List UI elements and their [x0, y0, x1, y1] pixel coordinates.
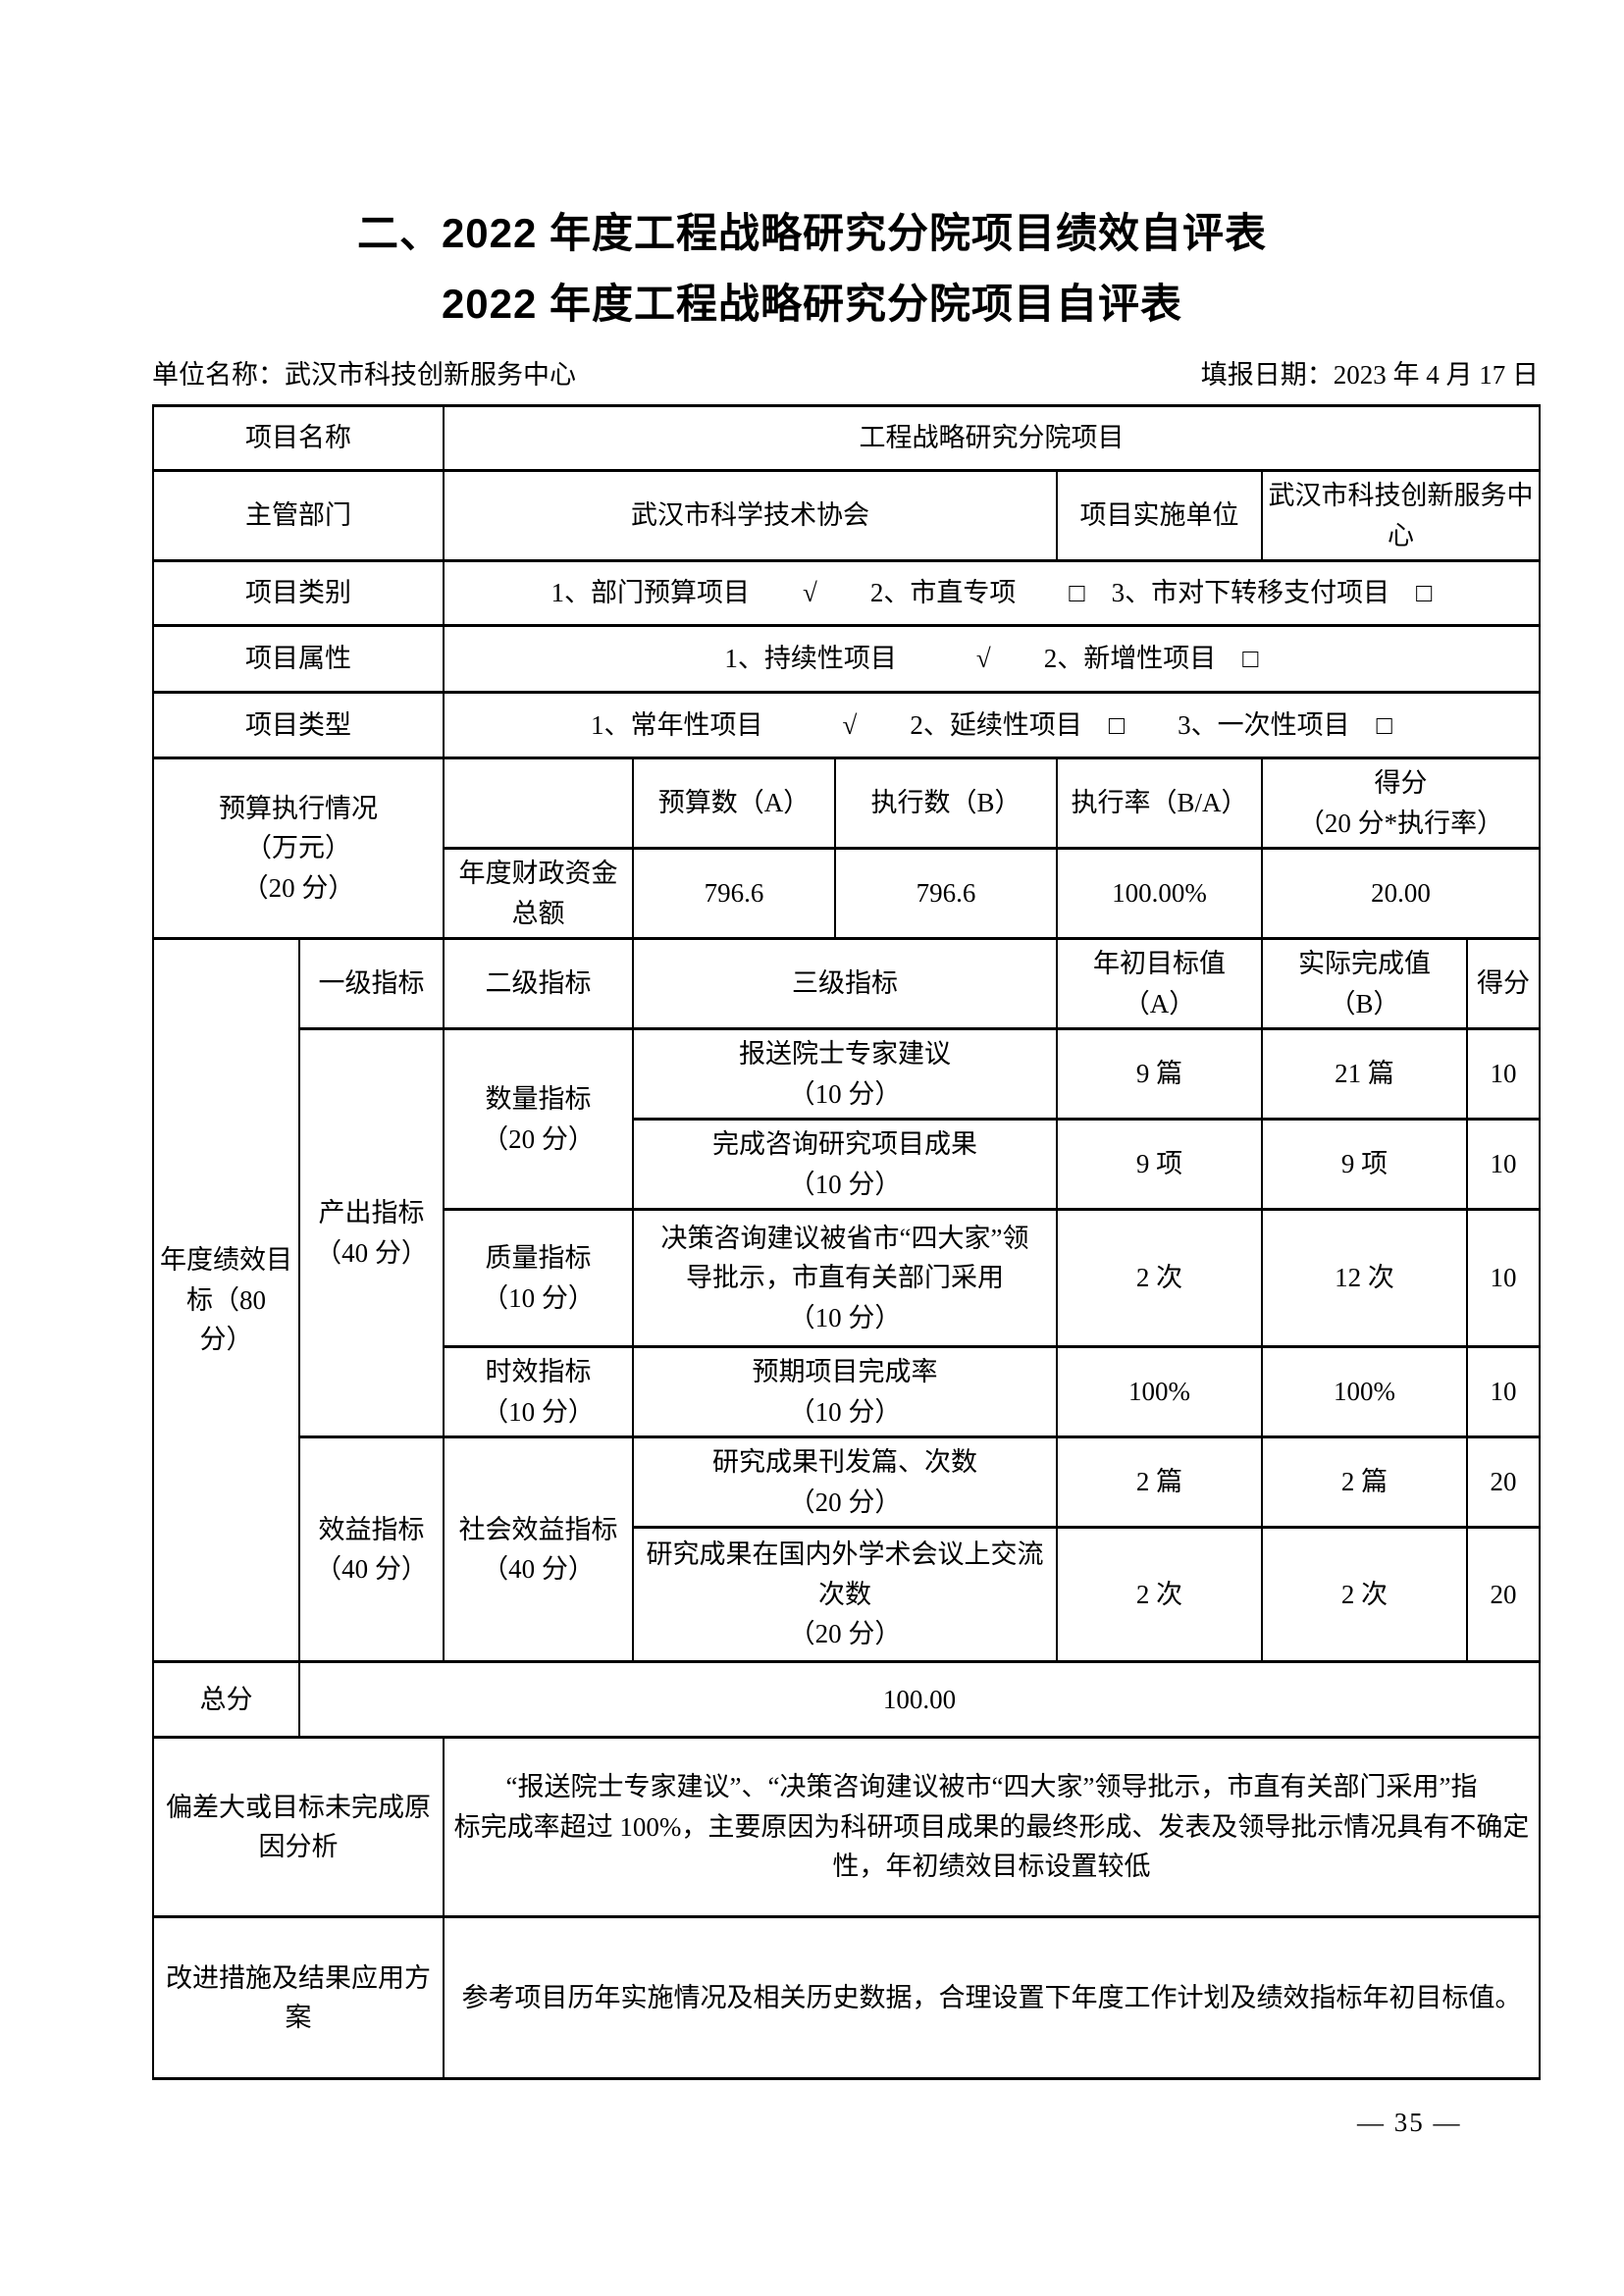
- table-row: 完成咨询研究项目成果 （10 分） 9 项 9 项 10: [153, 1118, 1541, 1211]
- type-value: 1、常年性项目 √ 2、延续性项目 □ 3、一次性项目 □: [443, 691, 1541, 759]
- improvement-label: 改进措施及结果应用方 案: [152, 1915, 445, 2080]
- header-target: 年初目标值 （A）: [1056, 937, 1263, 1030]
- indicator-name: 研究成果在国内外学术会议上交流 次数 （20 分）: [632, 1526, 1058, 1663]
- table-row: 年度财政资金 总额 796.6 796.6 100.00% 20.00: [153, 847, 1541, 940]
- indicator-target: 2 次: [1056, 1208, 1263, 1348]
- table-row: 主管部门 武汉市科学技术协会 项目实施单位 武汉市科技创新服务中心: [152, 469, 1541, 562]
- improvement-value: 参考项目历年实施情况及相关历史数据，合理设置下年度工作计划及绩效指标年初目标值。: [443, 1915, 1541, 2080]
- report-date-label: 填报日期：2023 年 4 月 17 日: [1200, 360, 1539, 390]
- header-level2: 二级指标: [443, 937, 634, 1030]
- page-number: — 35 —: [1357, 2108, 1462, 2137]
- deviation-label: 偏差大或目标未完成原 因分析: [152, 1736, 445, 1918]
- indicator-score: 10: [1466, 1027, 1541, 1121]
- budget-row-label: 年度财政资金 总额: [443, 847, 634, 940]
- annual-goal-label: 年度绩效目 标（80 分）: [152, 937, 300, 1663]
- indicator-name: 预期项目完成率 （10 分）: [632, 1345, 1058, 1438]
- indicator-actual: 9 项: [1261, 1118, 1468, 1211]
- attribute-label: 项目属性: [152, 624, 445, 694]
- level2-social: 社会效益指标 （40 分）: [443, 1435, 634, 1663]
- indicator-score: 10: [1466, 1118, 1541, 1211]
- page-subtitle: 2022 年度工程战略研究分院项目自评表: [441, 281, 1183, 327]
- document-titles: 二、2022 年度工程战略研究分院项目绩效自评表 2022 年度工程战略研究分院…: [0, 210, 1624, 328]
- table-row: 质量指标 （10 分） 决策咨询建议被省市“四大家”领 导批示，市直有关部门采用…: [153, 1208, 1541, 1348]
- budget-col-header-score: 得分 （20 分*执行率）: [1261, 757, 1541, 850]
- indicator-actual: 21 篇: [1261, 1027, 1468, 1121]
- budget-value: 796.6: [632, 847, 836, 940]
- type-label: 项目类型: [152, 691, 445, 759]
- level1-output: 产出指标 （40 分）: [298, 1027, 445, 1438]
- self-evaluation-table: 项目名称 工程战略研究分院项目 主管部门 武汉市科学技术协会 项目实施单位 武汉…: [152, 404, 1541, 2080]
- indicator-name: 完成咨询研究项目成果 （10 分）: [632, 1118, 1058, 1211]
- rate-value: 100.00%: [1056, 847, 1263, 940]
- indicator-name: 报送院士专家建议 （10 分）: [632, 1027, 1058, 1121]
- table-row: 偏差大或目标未完成原 因分析 “报送院士专家建议”、“决策咨询建议被市“四大家”…: [152, 1736, 1541, 1918]
- budget-col-header-budget: 预算数（A）: [632, 757, 836, 850]
- table-row: 效益指标 （40 分） 社会效益指标 （40 分） 研究成果刊发篇、次数 （20…: [153, 1435, 1541, 1663]
- dept-label: 主管部门: [152, 469, 445, 562]
- table-row: 项目类别 1、部门预算项目 √ 2、市直专项 □ 3、市对下转移支付项目 □: [152, 559, 1541, 627]
- attribute-value: 1、持续性项目 √ 2、新增性项目 □: [443, 624, 1541, 694]
- header-level3: 三级指标: [632, 937, 1058, 1030]
- indicator-target: 2 次: [1056, 1526, 1263, 1663]
- indicator-target: 9 项: [1056, 1118, 1263, 1211]
- level1-benefit: 效益指标 （40 分）: [298, 1435, 445, 1663]
- table-row: 研究成果在国内外学术会议上交流 次数 （20 分） 2 次 2 次 20: [153, 1526, 1541, 1663]
- budget-section-label: 预算执行情况 （万元） （20 分）: [152, 757, 445, 940]
- indicator-name: 决策咨询建议被省市“四大家”领 导批示，市直有关部门采用 （10 分）: [632, 1208, 1058, 1348]
- total-value: 100.00: [298, 1660, 1541, 1739]
- table-row: 时效指标 （10 分） 预期项目完成率 （10 分） 100% 100% 10: [153, 1345, 1541, 1438]
- indicator-target: 9 篇: [1056, 1027, 1263, 1121]
- level2-quantity: 数量指标 （20 分）: [443, 1027, 634, 1211]
- meta-line: 单位名称：武汉市科技创新服务中心 填报日期：2023 年 4 月 17 日: [152, 359, 1539, 391]
- indicator-score: 20: [1466, 1435, 1541, 1529]
- table-row: 改进措施及结果应用方 案 参考项目历年实施情况及相关历史数据，合理设置下年度工作…: [152, 1915, 1541, 2080]
- indicator-target: 2 篇: [1056, 1435, 1263, 1529]
- indicator-score: 10: [1466, 1345, 1541, 1438]
- budget-empty-cell: [443, 757, 634, 850]
- category-label: 项目类别: [152, 559, 445, 627]
- total-label: 总分: [152, 1660, 300, 1739]
- level2-quality: 质量指标 （10 分）: [443, 1208, 634, 1348]
- indicator-actual: 2 篇: [1261, 1435, 1468, 1529]
- table-row: 项目属性 1、持续性项目 √ 2、新增性项目 □: [152, 624, 1541, 694]
- impl-unit-label: 项目实施单位: [1056, 469, 1263, 562]
- budget-col-header-rate: 执行率（B/A）: [1056, 757, 1263, 850]
- header-score: 得分: [1466, 937, 1541, 1030]
- project-name-label: 项目名称: [152, 404, 445, 472]
- table-row: 产出指标 （40 分） 数量指标 （20 分） 报送院士专家建议 （10 分） …: [153, 1027, 1541, 1438]
- project-name-value: 工程战略研究分院项目: [443, 404, 1541, 472]
- header-level1: 一级指标: [298, 937, 445, 1030]
- table-row: 项目名称 工程战略研究分院项目: [152, 404, 1541, 472]
- category-value: 1、部门预算项目 √ 2、市直专项 □ 3、市对下转移支付项目 □: [443, 559, 1541, 627]
- table-row: 预算执行情况 （万元） （20 分） 预算数（A） 执行数（B） 执行率（B/A…: [152, 757, 1541, 940]
- exec-value: 796.6: [834, 847, 1058, 940]
- level2-timeliness: 时效指标 （10 分）: [443, 1345, 634, 1438]
- unit-name-label: 单位名称：武汉市科技创新服务中心: [152, 360, 576, 390]
- table-row: 年度绩效目 标（80 分） 一级指标 二级指标 三级指标 年初目标值 （A） 实…: [152, 937, 1541, 1663]
- indicator-actual: 100%: [1261, 1345, 1468, 1438]
- budget-col-header-exec: 执行数（B）: [834, 757, 1058, 850]
- indicator-actual: 12 次: [1261, 1208, 1468, 1348]
- indicator-actual: 2 次: [1261, 1526, 1468, 1663]
- indicator-name: 研究成果刊发篇、次数 （20 分）: [632, 1435, 1058, 1529]
- indicator-score: 20: [1466, 1526, 1541, 1663]
- table-row: 项目类型 1、常年性项目 √ 2、延续性项目 □ 3、一次性项目 □: [152, 691, 1541, 759]
- deviation-value: “报送院士专家建议”、“决策咨询建议被市“四大家”领导批示，市直有关部门采用”指…: [443, 1736, 1541, 1918]
- dept-value: 武汉市科学技术协会: [443, 469, 1058, 562]
- impl-unit-value: 武汉市科技创新服务中心: [1261, 469, 1541, 562]
- table-row: 总分 100.00: [152, 1660, 1541, 1739]
- indicator-target: 100%: [1056, 1345, 1263, 1438]
- indicator-score: 10: [1466, 1208, 1541, 1348]
- budget-score-value: 20.00: [1261, 847, 1541, 940]
- page-title: 二、2022 年度工程战略研究分院项目绩效自评表: [356, 210, 1268, 256]
- header-actual: 实际完成值 （B）: [1261, 937, 1468, 1030]
